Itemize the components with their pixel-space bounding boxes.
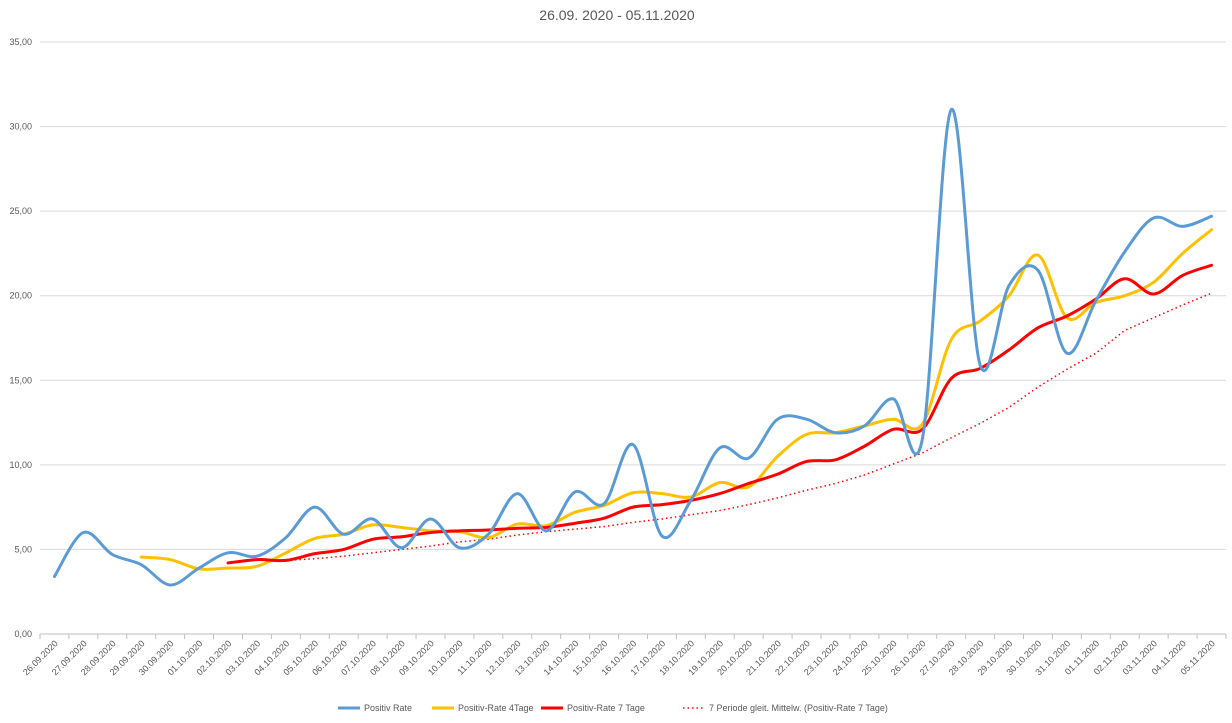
legend-label-3: 7 Periode gleit. Mittelw. (Positiv-Rate …: [709, 703, 888, 713]
y-tick-label: 0,00: [14, 629, 32, 639]
y-tick-label: 10,00: [9, 460, 32, 470]
series-line-2: [226, 263, 1214, 565]
y-tick-label: 35,00: [9, 37, 32, 47]
series-lines: [52, 108, 1214, 587]
y-tick-label: 15,00: [9, 375, 32, 385]
legend: Positiv Rate Positiv-Rate 4Tage Positiv-Ra…: [338, 703, 888, 713]
series-line-0: [52, 108, 1214, 587]
legend-label-1: Positiv-Rate 4Tage: [458, 703, 534, 713]
y-tick-label: 30,00: [9, 122, 32, 132]
chart-title: 26.09. 2020 - 05.11.2020: [539, 7, 695, 23]
y-axis: 0,00 5,00 10,00 15,00 20,00 25,00 30,00 35,00: [9, 37, 32, 639]
y-tick-label: 20,00: [9, 291, 32, 301]
legend-label-0: Positiv Rate: [364, 703, 412, 713]
legend-label-2: Positiv-Rate 7 Tage: [567, 703, 645, 713]
y-tick-label: 5,00: [14, 544, 32, 554]
y-tick-label: 25,00: [9, 206, 32, 216]
gridlines: [40, 41, 1226, 635]
series-line-1: [139, 228, 1214, 571]
